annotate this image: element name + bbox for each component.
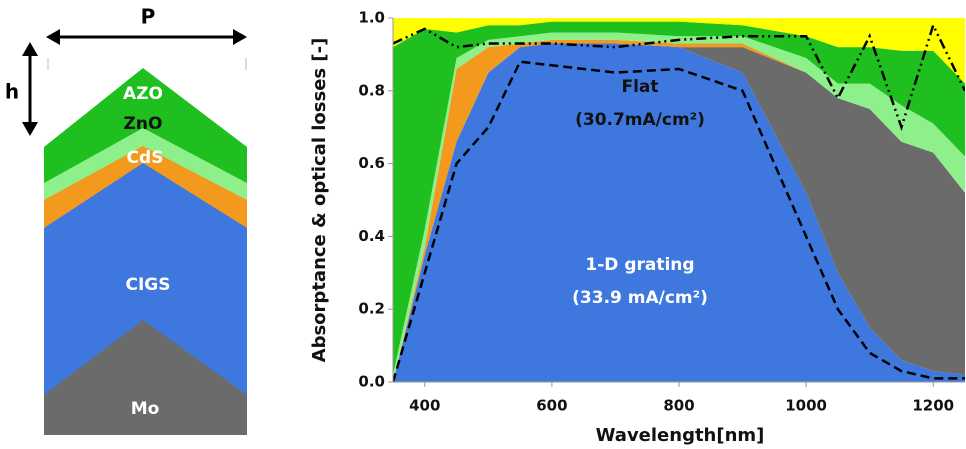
line <box>393 21 965 132</box>
area-band <box>393 18 965 84</box>
y-tick-label: 0.4 <box>358 227 385 245</box>
arrow-head <box>233 29 247 45</box>
x-tick-label: 1200 <box>912 397 954 415</box>
layer-label: CdS <box>127 148 164 168</box>
x-tick-label: 1000 <box>785 397 827 415</box>
layer-label: ZnO <box>124 114 163 134</box>
arrow-head <box>22 42 38 56</box>
arrow-head <box>46 29 60 45</box>
chart: 0.0 0.2 0.4 0.6 0.8 1.0 400 600 800 1000 1200 <box>358 9 965 415</box>
layer-label: AZO <box>123 84 163 104</box>
plot-area <box>393 18 965 382</box>
y-axis-title: Absorptance & optical losses [-] <box>309 38 330 363</box>
layer-label: Mo <box>131 399 160 419</box>
line <box>393 60 965 382</box>
x-tick-label: 800 <box>663 397 694 415</box>
y-tick-label: 1.0 <box>358 9 385 27</box>
layer-label: CIGS <box>126 275 171 295</box>
area-band <box>393 21 965 375</box>
mo-layer <box>44 320 247 435</box>
arrow-head <box>22 122 38 136</box>
area-band <box>393 43 965 382</box>
annotation: 1-D grating <box>585 255 694 275</box>
area-band <box>393 43 965 382</box>
annotation: (33.9 mA/cm²) <box>572 288 708 308</box>
y-tick-label: 0.8 <box>358 81 385 99</box>
y-tick-label: 0.0 <box>358 373 385 391</box>
y-tick-label: 0.6 <box>358 154 385 172</box>
structure-diagram: P h AZO ZnO CdS CIGS Mo <box>5 5 247 435</box>
x-tick-label: 600 <box>536 397 567 415</box>
x-tick-label: 400 <box>409 397 440 415</box>
y-tick-label: 0.2 <box>358 300 385 318</box>
height-label: h <box>5 80 19 104</box>
annotation: (30.7mA/cm²) <box>575 110 705 130</box>
annotation: Flat <box>621 77 658 97</box>
x-axis-title: Wavelength[nm] <box>596 425 765 446</box>
period-label: P <box>141 5 156 29</box>
